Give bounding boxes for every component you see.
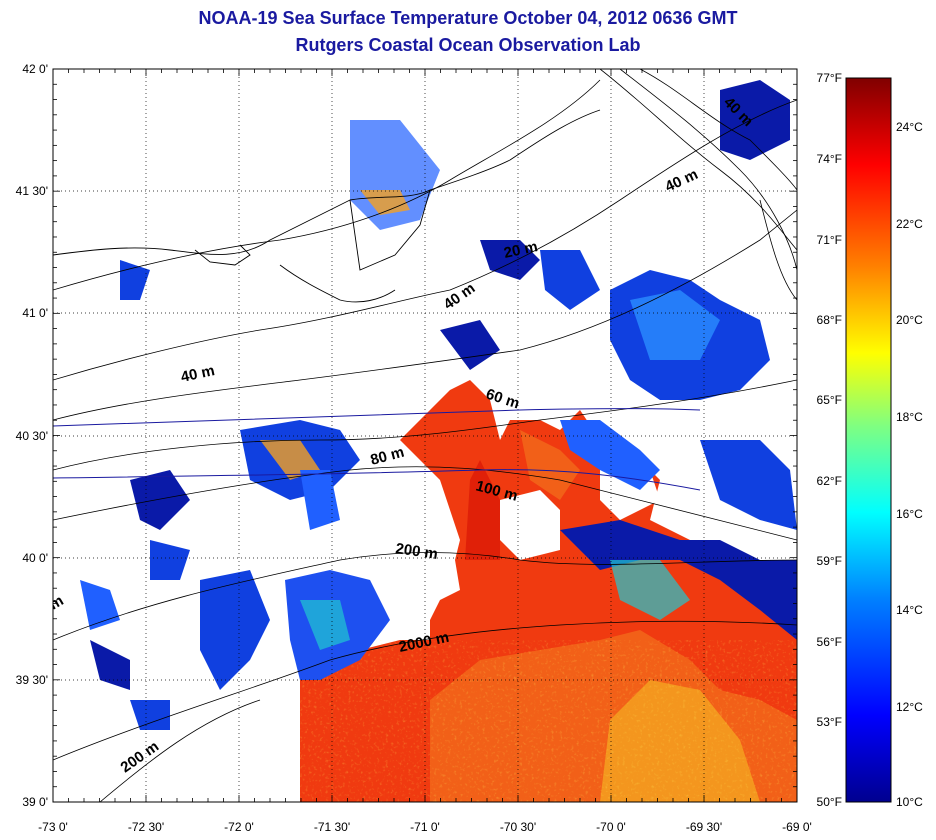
lon-label: -72 0' xyxy=(224,820,254,834)
colorbar-celsius-scale: 24°C 22°C 20°C 18°C 16°C 14°C 12°C 10°C xyxy=(896,120,923,809)
f-label: 56°F xyxy=(817,635,842,649)
f-label: 68°F xyxy=(817,313,842,327)
cool-water-patches xyxy=(80,80,797,730)
c-label: 16°C xyxy=(896,507,923,521)
coastline xyxy=(53,109,601,303)
lat-label: 40 30' xyxy=(16,429,48,443)
lat-label: 40 0' xyxy=(22,551,48,565)
lon-label: -69 30' xyxy=(686,820,722,834)
lat-label: 39 0' xyxy=(22,795,48,809)
axis-ticks xyxy=(52,68,798,803)
lon-label: -69 0' xyxy=(782,820,812,834)
f-label: 50°F xyxy=(817,795,842,809)
lat-label: 41 30' xyxy=(16,184,48,198)
contour-label: 200 m xyxy=(394,540,438,563)
lon-label: -71 30' xyxy=(314,820,350,834)
f-label: 65°F xyxy=(817,393,842,407)
contour-label: 20 m xyxy=(502,238,539,262)
lon-label: -73 0' xyxy=(38,820,68,834)
latitude-axis: 42 0' 41 30' 41 0' 40 30' 40 0' 39 30' 3… xyxy=(16,62,48,809)
lat-label: 41 0' xyxy=(22,306,48,320)
contour-label: 40 m xyxy=(179,362,216,386)
c-label: 12°C xyxy=(896,700,923,714)
c-label: 22°C xyxy=(896,217,923,231)
colorbar: 77°F 74°F 71°F 68°F 65°F 62°F 59°F 56°F … xyxy=(817,71,924,809)
c-label: 24°C xyxy=(896,120,923,134)
lon-label: -70 0' xyxy=(596,820,626,834)
longitude-axis: -73 0' -72 30' -72 0' -71 30' -71 0' -70… xyxy=(38,820,812,834)
lat-label: 42 0' xyxy=(22,62,48,76)
f-label: 62°F xyxy=(817,474,842,488)
colorbar-fahrenheit-scale: 77°F 74°F 71°F 68°F 65°F 62°F 59°F 56°F … xyxy=(817,71,842,809)
grid-lines xyxy=(53,69,797,802)
c-label: 18°C xyxy=(896,410,923,424)
bathymetry-contours xyxy=(53,69,797,802)
map-title: NOAA-19 Sea Surface Temperature October … xyxy=(198,8,738,28)
lon-label: -70 30' xyxy=(500,820,536,834)
lat-label: 39 30' xyxy=(16,673,48,687)
plot-area: 40 m 40 m 20 m 40 m 60 m 80 m 100 m 200 … xyxy=(53,69,797,802)
f-label: 53°F xyxy=(817,715,842,729)
f-label: 77°F xyxy=(817,71,842,85)
lon-label: -72 30' xyxy=(128,820,164,834)
c-label: 10°C xyxy=(896,795,923,809)
c-label: 20°C xyxy=(896,313,923,327)
colorbar-gradient xyxy=(845,77,892,803)
f-label: 59°F xyxy=(817,554,842,568)
warm-water-mass xyxy=(300,380,797,802)
f-label: 74°F xyxy=(817,152,842,166)
f-label: 71°F xyxy=(817,233,842,247)
c-label: 14°C xyxy=(896,603,923,617)
lon-label: -71 0' xyxy=(410,820,440,834)
map-subtitle: Rutgers Coastal Ocean Observation Lab xyxy=(295,35,641,55)
